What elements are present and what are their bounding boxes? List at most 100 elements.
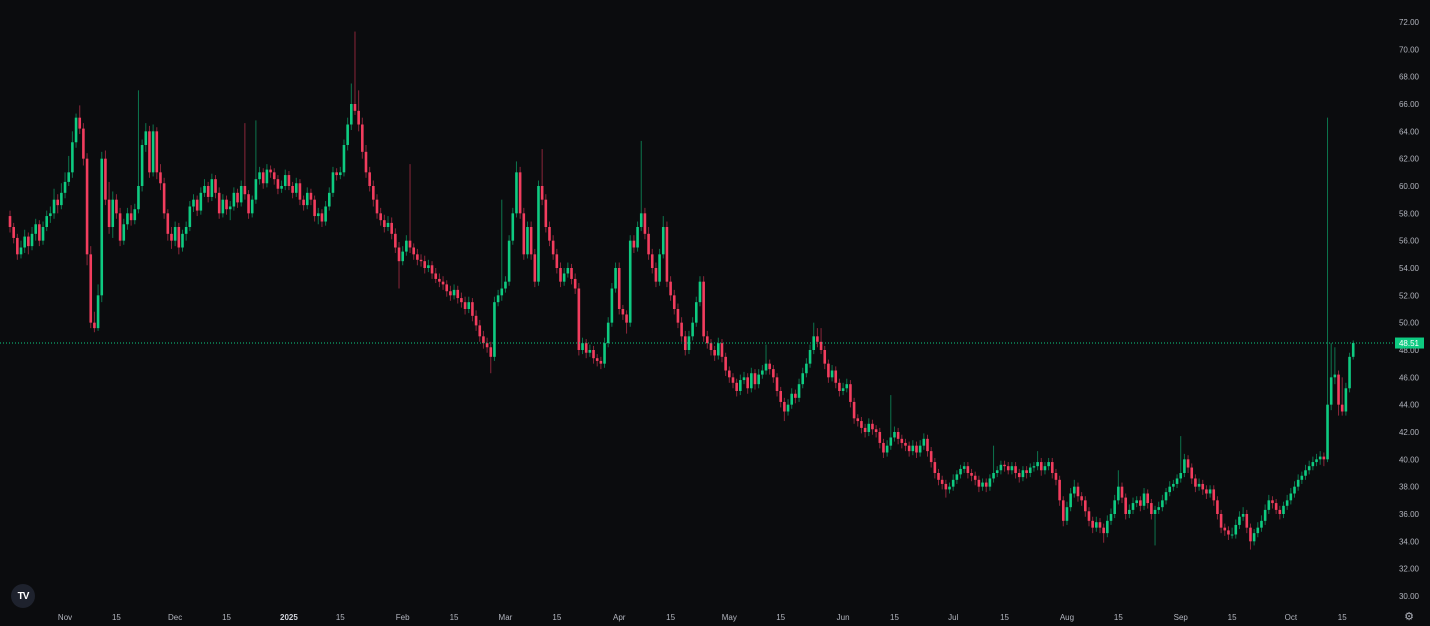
candle-body (757, 374, 760, 385)
candle-body (1157, 507, 1161, 510)
candle (438, 273, 441, 288)
candle (1142, 488, 1146, 510)
candle (1168, 481, 1172, 497)
candle-body (104, 158, 107, 200)
candle-body (441, 281, 445, 285)
candle (911, 440, 915, 456)
candle-body (948, 486, 951, 490)
candle (573, 273, 577, 294)
candle-body (1289, 493, 1293, 501)
candle-body (1186, 459, 1190, 468)
candle (951, 474, 955, 491)
candle (294, 177, 298, 197)
candle-body (1344, 388, 1348, 412)
candle (276, 175, 280, 195)
candle (485, 337, 489, 353)
candle (159, 164, 162, 191)
candle (412, 243, 415, 260)
candle (1120, 482, 1124, 504)
candle (430, 261, 434, 279)
candle (27, 232, 30, 255)
tradingview-logo[interactable]: TV (11, 584, 35, 608)
candle-body (797, 384, 801, 398)
candle-body (1183, 459, 1186, 473)
candle-body (1058, 479, 1061, 501)
candle (720, 339, 724, 363)
candle-body (735, 382, 738, 391)
candle (1039, 457, 1043, 476)
candle (383, 214, 386, 233)
time-tick-label: 15 (336, 613, 345, 622)
candle-body (173, 227, 177, 241)
candle-body (650, 254, 654, 268)
candle (838, 378, 841, 397)
logo-text: TV (17, 590, 30, 602)
candle-body (272, 172, 276, 180)
candle (900, 434, 904, 449)
time-axis[interactable]: Nov 15 Dec 15 2025 15 Feb 15 Mar 15 Apr 15 May 15 Jun 1… (58, 613, 1347, 622)
candle-body (1014, 466, 1017, 473)
candle (584, 339, 588, 359)
candle-body (929, 451, 933, 463)
candle-body (926, 438, 929, 452)
candle-body (750, 373, 753, 389)
candle (757, 369, 760, 389)
last-price-badge-bg (1395, 337, 1424, 349)
candle-body (661, 227, 665, 255)
candle-body (1069, 493, 1072, 508)
candle-body (614, 268, 617, 289)
candle-body (907, 445, 911, 452)
candle (368, 166, 371, 192)
candle (885, 440, 889, 457)
candle-body (394, 233, 397, 248)
candle (56, 194, 60, 214)
candle-body (636, 227, 639, 248)
candle (45, 210, 48, 232)
candle-body (1256, 527, 1260, 534)
time-tick-label: Dec (168, 613, 182, 622)
candle-body (959, 468, 962, 475)
candle (680, 317, 683, 342)
candle (717, 337, 720, 360)
time-tick-label: 15 (222, 613, 231, 622)
price-tick-label: 42.00 (1399, 428, 1420, 437)
price-axis[interactable]: 72.00 70.00 68.00 66.00 64.00 62.00 60.00 58.00… (1399, 18, 1420, 601)
candle (628, 235, 632, 327)
candle-body (1293, 486, 1296, 494)
candle (1047, 457, 1050, 471)
candle-body (724, 356, 727, 371)
candle (860, 416, 863, 434)
candle-body (1267, 500, 1271, 510)
gear-icon[interactable]: ⚙ (1404, 611, 1414, 623)
candle (379, 207, 382, 226)
candle (1006, 462, 1010, 475)
candle (896, 427, 900, 445)
candle-body (386, 222, 390, 227)
candle-body (199, 192, 203, 211)
candle (816, 328, 819, 348)
price-tick-label: 52.00 (1399, 291, 1420, 300)
candle (709, 339, 713, 356)
candle (1274, 498, 1278, 514)
candle (67, 155, 71, 186)
candle-body (764, 363, 768, 371)
candle-body (1135, 500, 1138, 504)
candle-body (350, 104, 353, 125)
candle (797, 378, 801, 402)
candle-body (1315, 459, 1318, 463)
candle-body (1128, 509, 1131, 514)
candle-body (838, 382, 841, 391)
candle-body (1205, 489, 1208, 494)
candle-body (823, 350, 827, 364)
candle (518, 166, 522, 219)
candle-body (1054, 473, 1058, 480)
candle (228, 201, 232, 221)
candle-body (1076, 486, 1080, 497)
candle-body (698, 281, 702, 303)
candle-body (126, 213, 129, 225)
candle-body (676, 309, 680, 323)
candle-body (309, 192, 313, 200)
candle (1329, 343, 1333, 411)
candle-body (383, 220, 386, 227)
